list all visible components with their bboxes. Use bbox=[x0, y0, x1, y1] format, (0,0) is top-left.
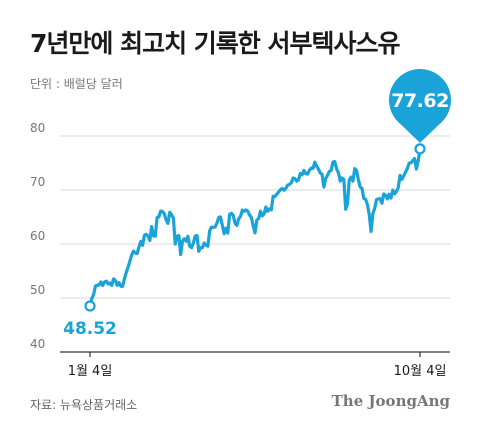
y-tick-label: 40 bbox=[30, 337, 45, 351]
price-series-line bbox=[88, 147, 422, 308]
marker-layer: 48.52 77.62 bbox=[63, 69, 451, 339]
brand-logo: The JoongAng bbox=[331, 392, 450, 410]
y-tick-label: 70 bbox=[30, 175, 45, 189]
end-value-label: 77.62 bbox=[391, 90, 449, 112]
source-note: 자료: 뉴욕상품거래소 bbox=[30, 398, 138, 412]
end-pin-head bbox=[389, 69, 451, 131]
end-point-marker bbox=[414, 143, 426, 155]
x-tick-label: 10월 4일 bbox=[394, 364, 447, 379]
grid-lines: 40 50 60 70 80 1월 4일 10월 4일 bbox=[30, 121, 450, 379]
x-tick-label: 1월 4일 bbox=[68, 364, 113, 379]
unit-label: 단위 : 배럴당 달러 bbox=[30, 77, 123, 91]
start-point-marker bbox=[84, 300, 96, 312]
series-layer bbox=[88, 147, 422, 308]
start-value-label: 48.52 bbox=[63, 319, 117, 339]
y-tick-label: 50 bbox=[30, 283, 45, 297]
y-tick-label: 60 bbox=[30, 229, 45, 243]
page-title: 7년만에 최고치 기록한 서부텍사스유 bbox=[30, 29, 401, 58]
y-tick-label: 80 bbox=[30, 121, 45, 135]
